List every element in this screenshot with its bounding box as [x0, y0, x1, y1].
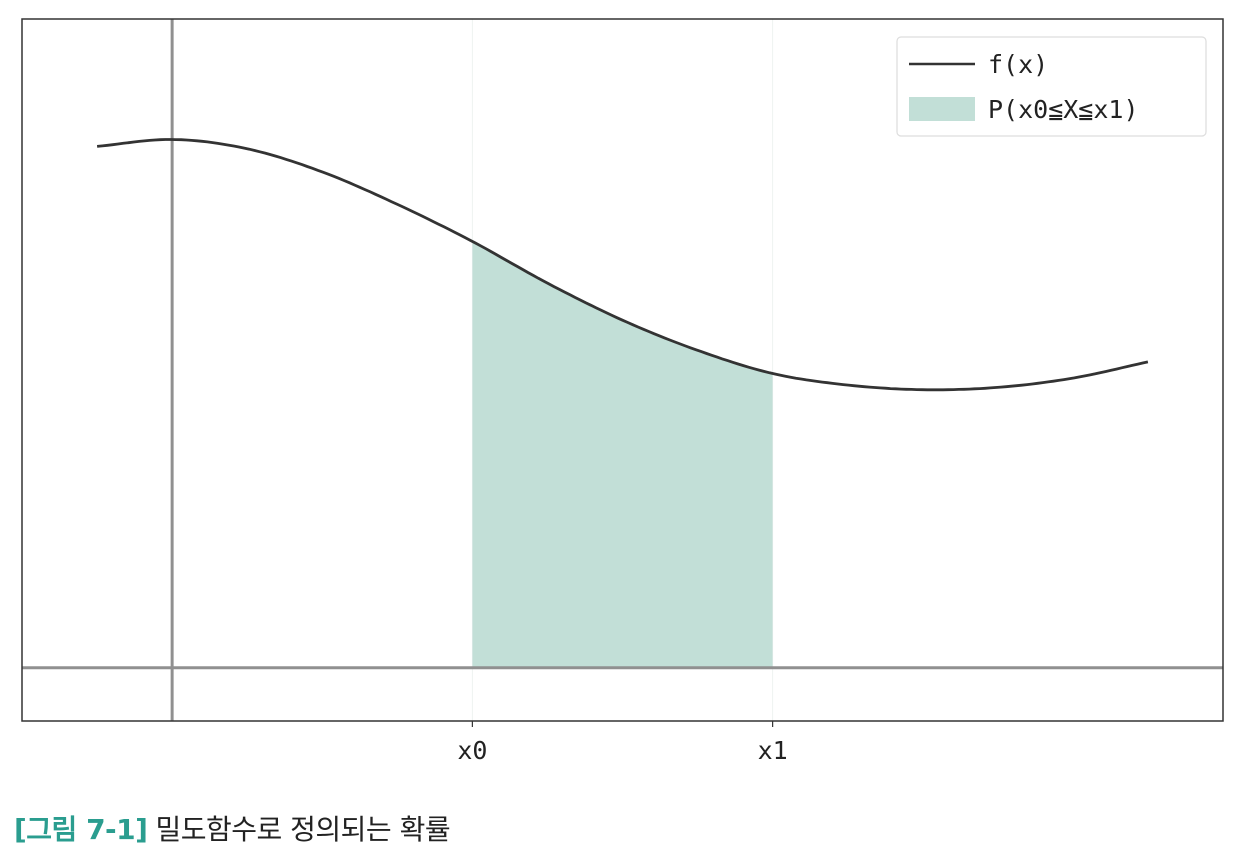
- figure-caption: [그림 7-1] 밀도함수로 정의되는 확률: [14, 808, 451, 848]
- chart: x0 x1 f(x) P(x0≦X≦x1): [21, 18, 1224, 765]
- x-tick-label-2: x1: [758, 736, 788, 765]
- legend: f(x) P(x0≦X≦x1): [896, 36, 1207, 137]
- x-tick-label-1: x0: [457, 736, 487, 765]
- plot-frame: [21, 18, 1224, 722]
- caption-text: 밀도함수로 정의되는 확률: [155, 813, 451, 846]
- legend-label-curve: f(x): [988, 50, 1048, 79]
- density-curve: [96, 138, 1149, 392]
- probability-shaded-area: [472, 241, 773, 668]
- caption-label: [그림 7-1]: [14, 813, 148, 846]
- legend-label-area: P(x0≦X≦x1): [988, 95, 1139, 124]
- legend-area-swatch: [909, 97, 975, 121]
